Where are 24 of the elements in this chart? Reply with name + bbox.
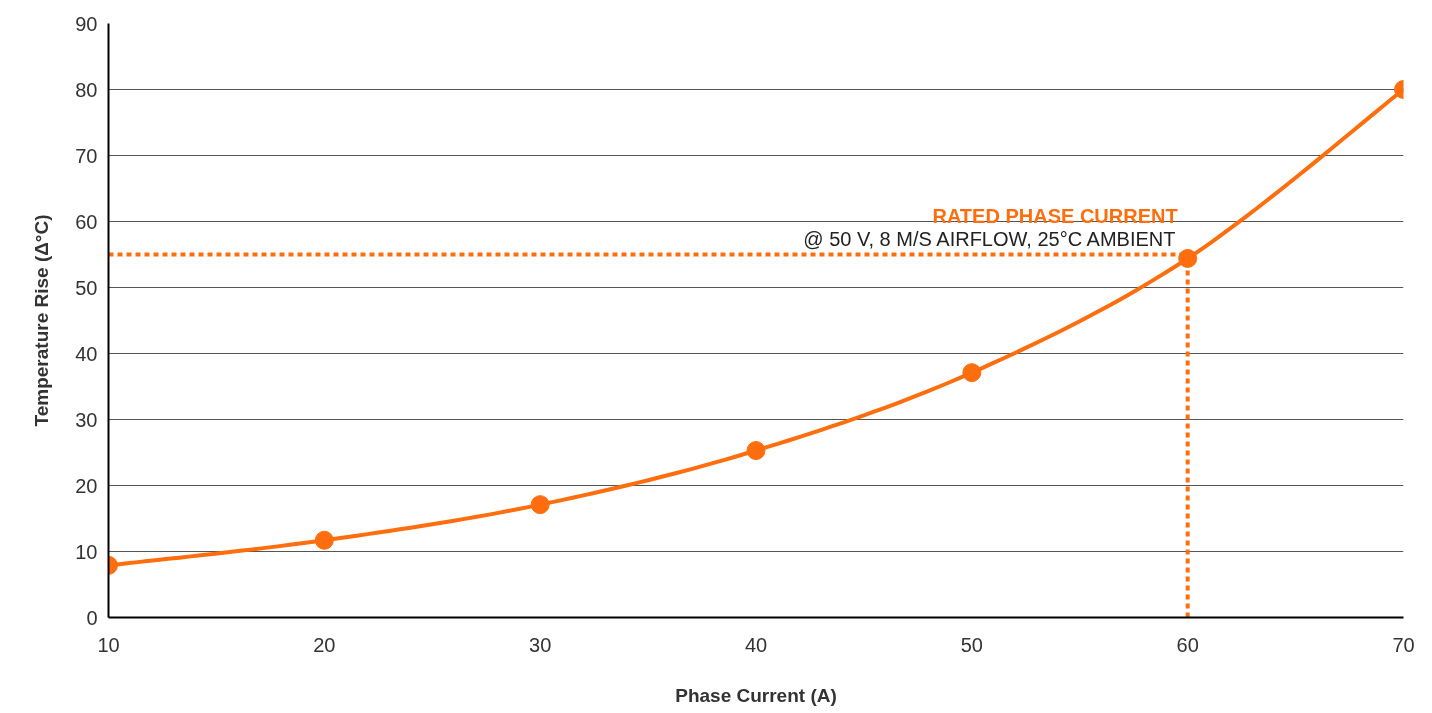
y-tick-label: 30: [75, 408, 98, 431]
y-tick-label: 70: [75, 144, 98, 167]
x-tick-label: 60: [1176, 633, 1199, 656]
y-tick-label: 80: [75, 78, 98, 101]
x-axis-title: Phase Current (A): [675, 684, 837, 706]
y-tick-label: 90: [75, 12, 98, 35]
x-tick-label: 30: [529, 633, 552, 656]
point: [746, 441, 766, 460]
ref-line-label: RATED PHASE CURRENT: [932, 204, 1178, 227]
x-tick-label: 70: [1392, 633, 1415, 656]
y-tick-label: 0: [86, 606, 98, 629]
point: [530, 495, 550, 515]
y-tick-label: 20: [75, 474, 98, 497]
y-tick-label: 50: [75, 276, 98, 299]
x-tick-label: 20: [313, 633, 336, 656]
x-tick-label: 10: [97, 633, 120, 656]
x-tick-label: 40: [744, 633, 768, 656]
x-tick-label: 50: [960, 633, 983, 656]
y-tick-label: 60: [75, 210, 98, 233]
y-tick-label: 40: [75, 342, 98, 365]
y-tick-label: 10: [75, 540, 98, 563]
annotation: @ 50 V, 8 M/S AIRFLOW, 25°C AMBIENT: [803, 227, 1176, 250]
y-axis-title: Temperature Rise (Δ°C): [31, 214, 53, 427]
point: [962, 363, 982, 383]
